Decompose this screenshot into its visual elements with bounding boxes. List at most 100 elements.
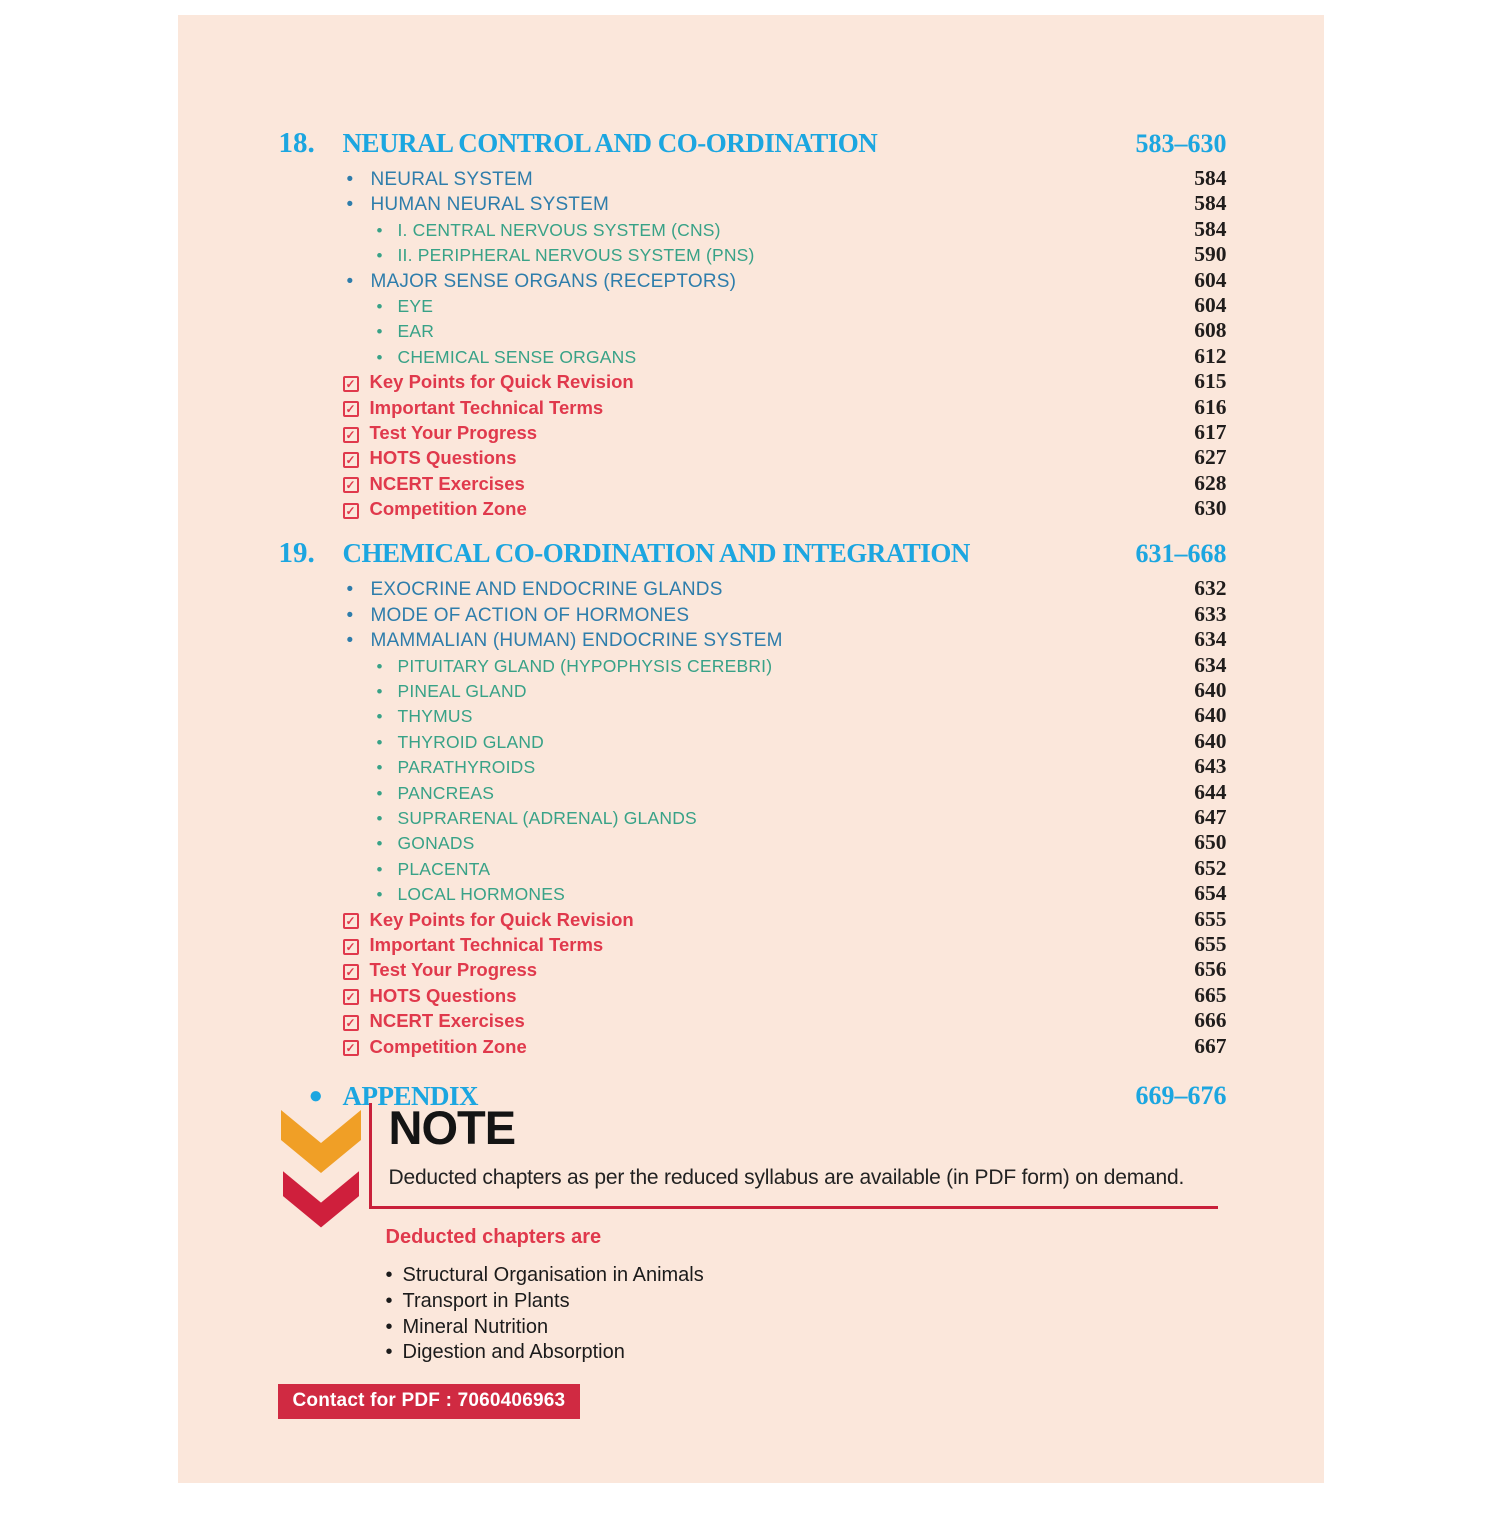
bullet-dot: • xyxy=(376,322,383,342)
toc-item-page: 650 xyxy=(1194,830,1227,855)
toc-item-page: 604 xyxy=(1194,292,1227,317)
toc-row: ✓ Key Points for Quick Revision 615 xyxy=(178,369,1324,394)
toc-item-label: Test Your Progress xyxy=(369,421,538,443)
checked-checkbox-icon: ✓ xyxy=(342,502,359,519)
toc-item-page: 640 xyxy=(1194,728,1227,753)
bullet-dot: • xyxy=(376,732,383,752)
toc-item-label: MAJOR SENSE ORGANS (RECEPTORS) xyxy=(370,270,737,292)
toc-item-label: II. PERIPHERAL NERVOUS SYSTEM (PNS) xyxy=(397,245,755,266)
toc-row: ✓ Important Technical Terms 655 xyxy=(178,932,1324,957)
bullet-dot: • xyxy=(376,296,383,316)
chapter-number: 19. xyxy=(278,537,315,570)
bullet-dot: • xyxy=(385,1341,393,1364)
bullet-dot: • xyxy=(346,270,354,292)
appendix-label: APPENDIX xyxy=(342,1080,479,1111)
toc-item-page: 584 xyxy=(1194,166,1227,190)
toc-item-page: 656 xyxy=(1194,957,1227,982)
checked-checkbox-icon: ✓ xyxy=(342,426,359,443)
toc-item-label: PITUITARY GLAND (HYPOPHYSIS CEREBRI) xyxy=(397,655,773,676)
toc-item-label: PARATHYROIDS xyxy=(397,757,536,778)
chapter-number: 18. xyxy=(278,127,315,159)
bullet-dot: ● xyxy=(308,1082,324,1110)
toc-item-page: 643 xyxy=(1194,754,1227,779)
toc-row: • EAR 608 xyxy=(178,318,1324,343)
deducted-chapter-item: • Transport in Plants xyxy=(386,1289,1324,1315)
toc-item-label: SUPRARENAL (ADRENAL) GLANDS xyxy=(397,807,697,828)
deducted-chapter-label: Transport in Plants xyxy=(402,1289,570,1312)
toc-item-page: 640 xyxy=(1194,678,1227,703)
toc-item-label: MODE OF ACTION OF HORMONES xyxy=(370,604,690,626)
toc-item-page: 615 xyxy=(1194,369,1227,394)
toc-row: ✓ HOTS Questions 665 xyxy=(178,983,1324,1008)
toc-item-page: 647 xyxy=(1194,804,1227,829)
deducted-chapter-label: Structural Organisation in Animals xyxy=(402,1264,704,1287)
toc-item-page: 654 xyxy=(1194,881,1227,906)
deducted-chapter-item: • Digestion and Absorption xyxy=(386,1340,1324,1366)
toc-item-page: 634 xyxy=(1194,627,1227,652)
toc-row: • II. PERIPHERAL NERVOUS SYSTEM (PNS) 590 xyxy=(178,242,1324,267)
toc-item-label: CHEMICAL SENSE ORGANS xyxy=(397,346,637,367)
bullet-dot: • xyxy=(346,604,354,626)
bullet-dot: • xyxy=(376,885,383,905)
chapter-heading: 19. CHEMICAL CO-ORDINATION AND INTEGRATIO… xyxy=(178,537,1324,570)
toc-row: • PARATHYROIDS 643 xyxy=(178,754,1324,779)
checked-checkbox-icon: ✓ xyxy=(342,938,359,955)
checked-checkbox-icon: ✓ xyxy=(342,964,359,981)
toc-item-label: PANCREAS xyxy=(397,782,495,803)
toc-item-label: NCERT Exercises xyxy=(369,472,525,494)
toc-item-label: Important Technical Terms xyxy=(369,933,604,955)
toc-item-page: 612 xyxy=(1194,343,1227,368)
bullet-dot: • xyxy=(376,707,383,727)
checked-checkbox-icon: ✓ xyxy=(342,913,359,930)
toc-item-page: 655 xyxy=(1194,931,1227,956)
bullet-dot: • xyxy=(385,1264,393,1287)
bullet-dot: • xyxy=(376,220,383,240)
checked-checkbox-icon: ✓ xyxy=(342,375,359,392)
checked-checkbox-icon: ✓ xyxy=(342,989,359,1006)
toc-row: • PITUITARY GLAND (HYPOPHYSIS CEREBRI) 634 xyxy=(178,653,1324,678)
toc-item-page: 632 xyxy=(1194,576,1227,601)
toc-row: • I. CENTRAL NERVOUS SYSTEM (CNS) 584 xyxy=(178,217,1324,242)
bullet-dot: • xyxy=(376,859,383,879)
toc-row: • PINEAL GLAND 640 xyxy=(178,678,1324,703)
toc-item-label: HOTS Questions xyxy=(369,447,517,469)
toc-row: • THYROID GLAND 640 xyxy=(178,729,1324,754)
toc-row: • PLACENTA 652 xyxy=(178,856,1324,881)
toc-item-label: I. CENTRAL NERVOUS SYSTEM (CNS) xyxy=(397,219,721,240)
chapter-page-range: 631–668 xyxy=(1135,539,1227,569)
double-chevron-down-icon xyxy=(278,1107,364,1233)
toc-item-label: NCERT Exercises xyxy=(369,1010,525,1032)
table-of-contents: 18. NEURAL CONTROL AND CO-ORDINATION 583–6… xyxy=(178,127,1324,1112)
toc-item-page: 655 xyxy=(1194,906,1227,931)
toc-item-page: 608 xyxy=(1194,318,1227,343)
toc-row: • PANCREAS 644 xyxy=(178,780,1324,805)
toc-row: • MAMMALIAN (HUMAN) ENDOCRINE SYSTEM 634 xyxy=(178,627,1324,652)
toc-item-page: 617 xyxy=(1194,419,1227,444)
bullet-dot: • xyxy=(346,630,354,652)
chapter-block-18: 18. NEURAL CONTROL AND CO-ORDINATION 583–6… xyxy=(178,127,1324,521)
toc-item-label: HOTS Questions xyxy=(369,984,517,1006)
chapter-title: CHEMICAL CO-ORDINATION AND INTEGRATION xyxy=(342,538,971,569)
bullet-dot: • xyxy=(385,1315,393,1338)
toc-row: ✓ NCERT Exercises 628 xyxy=(178,471,1324,496)
bullet-dot: • xyxy=(376,758,383,778)
toc-item-page: 640 xyxy=(1194,703,1227,728)
toc-item-label: Test Your Progress xyxy=(369,959,538,981)
toc-item-label: THYROID GLAND xyxy=(397,731,545,752)
toc-item-label: LOCAL HORMONES xyxy=(397,884,565,905)
toc-row: ✓ Important Technical Terms 616 xyxy=(178,395,1324,420)
toc-item-page: 652 xyxy=(1194,855,1227,880)
contact-pdf-badge: Contact for PDF : 7060406963 xyxy=(277,1383,581,1419)
toc-item-page: 590 xyxy=(1194,242,1227,267)
checked-checkbox-icon: ✓ xyxy=(342,1040,359,1057)
toc-item-label: EYE xyxy=(397,295,434,316)
bullet-dot: • xyxy=(376,808,383,828)
bullet-dot: • xyxy=(346,579,354,601)
appendix-row: ● APPENDIX 669–676 xyxy=(178,1081,1324,1112)
toc-row: ✓ Competition Zone 667 xyxy=(178,1034,1324,1059)
toc-item-label: EXOCRINE AND ENDOCRINE GLANDS xyxy=(370,579,723,601)
chapter-page-range: 583–630 xyxy=(1135,129,1227,158)
toc-row: • NEURAL SYSTEM 584 xyxy=(178,166,1324,191)
bullet-dot: • xyxy=(346,194,354,216)
toc-page: 18. NEURAL CONTROL AND CO-ORDINATION 583–6… xyxy=(177,15,1324,1483)
